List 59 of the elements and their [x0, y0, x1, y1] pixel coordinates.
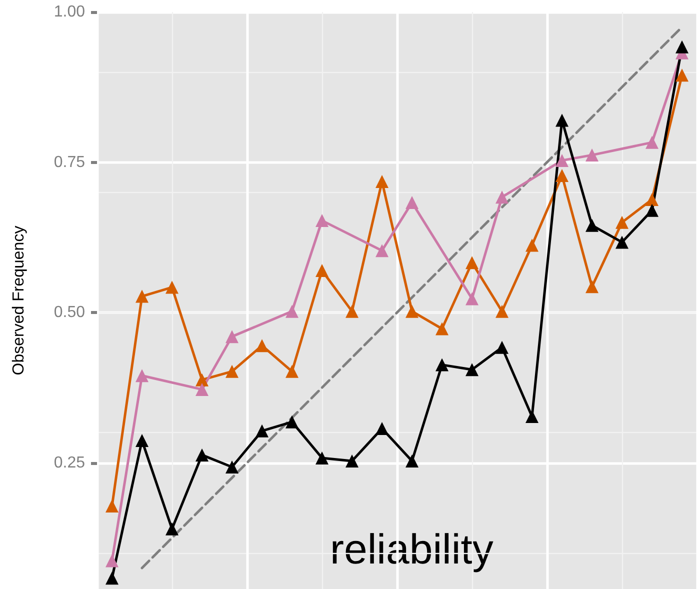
- point: [286, 415, 298, 428]
- point: [136, 290, 148, 303]
- point: [646, 136, 658, 149]
- annotation: reliability: [330, 526, 494, 572]
- point: [406, 304, 418, 318]
- point: [556, 168, 568, 182]
- point: [616, 216, 628, 229]
- y-tick-label: 0.75: [54, 154, 86, 171]
- point: [616, 236, 628, 249]
- point: [286, 304, 298, 318]
- point: [646, 204, 658, 217]
- point: [466, 363, 478, 376]
- point: [166, 280, 178, 294]
- point: [286, 364, 298, 378]
- point: [556, 154, 568, 167]
- point: [196, 382, 208, 396]
- point: [226, 364, 238, 378]
- point: [376, 422, 388, 436]
- point: [376, 244, 388, 258]
- point: [646, 193, 658, 206]
- point: [496, 190, 508, 204]
- point: [586, 218, 598, 232]
- point: [406, 454, 418, 468]
- y-tick-label: 0.50: [54, 304, 86, 322]
- point: [136, 369, 148, 382]
- y-tick-label: 0.25: [54, 454, 86, 472]
- point: [586, 148, 598, 162]
- point: [406, 196, 418, 210]
- y-tick-label: 1.00: [54, 4, 86, 20]
- point: [196, 373, 208, 386]
- point: [466, 256, 478, 270]
- point: [256, 424, 268, 438]
- point: [166, 522, 178, 536]
- point: [466, 292, 478, 306]
- point: [106, 572, 118, 585]
- point: [226, 330, 238, 344]
- point: [436, 322, 448, 336]
- y-axis-title: Observed Frequency: [10, 226, 28, 376]
- point: [376, 174, 388, 188]
- point: [346, 304, 358, 318]
- point: [346, 454, 358, 468]
- point: [106, 554, 118, 568]
- point: [526, 410, 538, 423]
- point: [226, 460, 238, 474]
- point: [316, 451, 328, 464]
- point: [586, 280, 598, 294]
- point: [496, 304, 508, 318]
- point: [676, 40, 688, 54]
- point: [676, 68, 688, 82]
- point: [496, 340, 508, 354]
- point: [526, 238, 538, 252]
- point: [256, 339, 268, 352]
- point: [136, 434, 148, 448]
- point: [316, 214, 328, 228]
- point: [436, 358, 448, 372]
- point: [316, 264, 328, 277]
- point: [196, 448, 208, 462]
- point: [106, 500, 118, 513]
- point: [556, 114, 568, 127]
